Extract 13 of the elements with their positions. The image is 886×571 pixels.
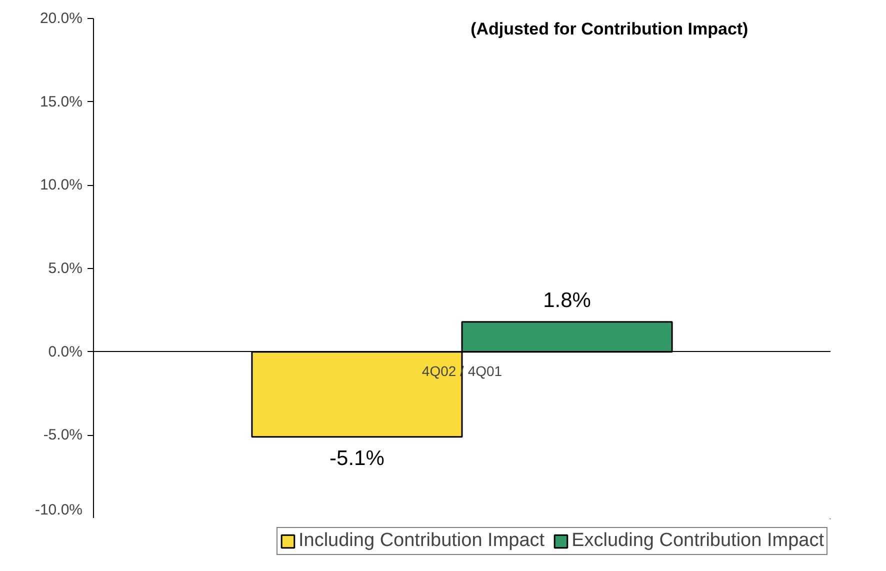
data-label: -5.1% <box>330 446 384 470</box>
y-tick-label: 0.0% <box>48 343 83 360</box>
data-label: 1.8% <box>543 288 591 312</box>
y-tick-label: 20.0% <box>40 10 83 27</box>
y-tick-label: -5.0% <box>43 426 83 444</box>
y-tick-label: 5.0% <box>48 260 83 277</box>
legend-label: Excluding Contribution Impact <box>572 530 824 552</box>
legend-label: Including Contribution Impact <box>298 530 545 552</box>
x-tick-label: 4Q02 / 4Q01 <box>422 362 502 379</box>
chart-title: (Adjusted for Contribution Impact) <box>470 20 748 38</box>
y-tick-label: 15.0% <box>40 93 83 110</box>
y-tick-label: 10.0% <box>40 176 83 194</box>
y-tick-label: -10.0% <box>34 502 83 518</box>
